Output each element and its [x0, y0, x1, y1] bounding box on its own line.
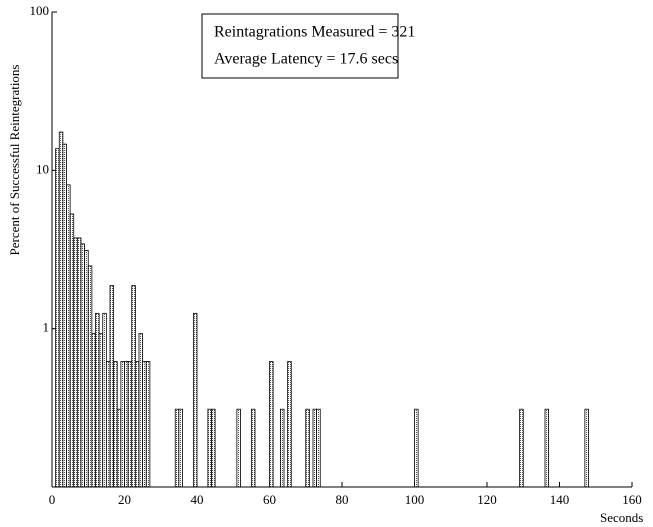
info-line: Average Latency = 17.6 secs	[214, 51, 398, 68]
bar	[87, 265, 93, 488]
x-axis-label: Seconds	[600, 510, 643, 525]
bar	[109, 285, 115, 488]
bar	[120, 361, 125, 488]
x-tick-label: 140	[550, 492, 570, 507]
bar	[279, 408, 285, 488]
bar	[80, 243, 86, 488]
bar	[287, 361, 292, 488]
bar	[192, 312, 198, 488]
bar	[134, 361, 140, 488]
bar	[127, 361, 133, 488]
bar	[131, 285, 136, 488]
bar	[312, 408, 318, 488]
bar	[316, 408, 321, 488]
bar	[305, 408, 310, 488]
bar	[58, 131, 64, 488]
x-tick-label: 40	[191, 492, 204, 507]
bar	[95, 312, 100, 488]
bar	[124, 361, 129, 488]
x-tick-label: 0	[49, 492, 56, 507]
bar	[178, 408, 183, 488]
bar	[62, 143, 67, 488]
y-tick-label: 100	[30, 3, 50, 18]
bar	[236, 408, 241, 488]
info-line: Reintagrations Measured = 321	[214, 24, 415, 41]
bar	[544, 408, 550, 488]
x-tick-label: 60	[263, 492, 276, 507]
bar	[269, 361, 274, 488]
bar	[113, 361, 118, 488]
bar	[73, 237, 78, 488]
y-tick-label: 10	[36, 161, 49, 176]
x-tick-label: 120	[477, 492, 497, 507]
bar	[91, 333, 96, 488]
x-tick-label: 80	[336, 492, 349, 507]
bar	[69, 213, 75, 488]
y-axis-label: Percent of Successful Reintegrations	[7, 65, 22, 256]
bar	[98, 333, 104, 488]
x-tick-label: 100	[405, 492, 425, 507]
bar	[174, 408, 180, 488]
bar	[584, 408, 589, 488]
bar	[211, 408, 216, 488]
bar	[250, 408, 256, 488]
bar	[84, 250, 89, 488]
x-tick-label: 20	[118, 492, 131, 507]
bar	[414, 408, 419, 488]
bar	[102, 312, 107, 488]
x-tick-label: 160	[622, 492, 642, 507]
bar	[142, 361, 147, 488]
bar	[66, 184, 71, 488]
y-tick-label: 1	[43, 320, 50, 335]
bar	[145, 361, 151, 488]
bar	[519, 408, 524, 488]
info-box	[201, 13, 399, 79]
bar	[105, 361, 111, 488]
bar	[207, 408, 212, 488]
bar	[138, 333, 144, 488]
bar	[55, 148, 60, 488]
bar	[116, 408, 122, 488]
bar	[76, 237, 82, 488]
